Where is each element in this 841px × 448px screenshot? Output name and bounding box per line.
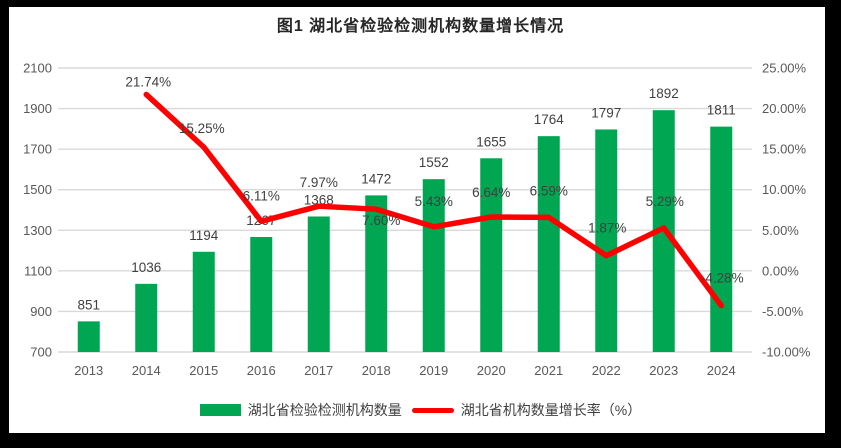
line-value-label: 21.74% — [125, 74, 171, 89]
legend: 湖北省检验检测机构数量 湖北省机构数量增长率（%） — [0, 400, 841, 420]
right-tick-label: 15.00% — [762, 142, 807, 157]
right-tick-label: -10.00% — [762, 345, 811, 360]
left-tick-label: 1300 — [23, 223, 52, 238]
bar — [480, 158, 503, 352]
growth-line — [143, 91, 724, 309]
legend-label-bars: 湖北省检验检测机构数量 — [247, 402, 402, 418]
x-axis-label: 2019 — [419, 363, 448, 378]
line-value-label: 15.25% — [179, 121, 225, 136]
legend-label-line: 湖北省机构数量增长率（%） — [460, 402, 642, 418]
bar-value-label: 1472 — [361, 171, 391, 186]
bar-value-label: 1764 — [534, 112, 565, 127]
line-value-label: 7.97% — [300, 175, 338, 190]
bar-value-label: 1892 — [649, 86, 679, 101]
x-axis-label: 2015 — [189, 363, 218, 378]
bar-value-label: 1797 — [591, 105, 621, 120]
left-tick-label: 2100 — [23, 61, 52, 76]
bar — [537, 136, 560, 352]
bar — [77, 321, 100, 352]
right-tick-label: 0.00% — [762, 263, 799, 278]
bar-value-label: 1655 — [476, 134, 506, 149]
left-tick-label: 1100 — [24, 263, 52, 278]
bar-value-label: 1552 — [419, 155, 449, 170]
bar — [595, 129, 618, 352]
right-tick-label: 10.00% — [762, 182, 807, 197]
x-axis-label: 2016 — [247, 363, 276, 378]
line-value-label: 6.11% — [243, 188, 280, 203]
left-tick-label: 900 — [30, 304, 52, 319]
line-value-label: -4.28% — [701, 271, 744, 286]
line-value-label: 7.60% — [362, 213, 400, 228]
legend-item-line: 湖北省机构数量增长率（%） — [411, 400, 642, 420]
chart-title: 图1 湖北省检验检测机构数量增长情况 — [276, 18, 565, 35]
x-axis-label: 2018 — [362, 363, 391, 378]
bar — [365, 195, 388, 352]
x-axis-label: 2023 — [649, 363, 678, 378]
x-axis-label: 2013 — [74, 363, 103, 378]
bar-value-label: 851 — [77, 297, 100, 312]
line-value-label: 5.43% — [415, 194, 453, 209]
line-value-label: 5.29% — [646, 194, 684, 209]
legend-item-bars: 湖北省检验检测机构数量 — [199, 400, 402, 420]
line-value-label: 6.64% — [472, 185, 510, 200]
x-axis-label: 2022 — [592, 363, 621, 378]
bar — [307, 216, 330, 352]
line-series-swatch — [411, 407, 454, 413]
line-value-label: 6.59% — [530, 183, 568, 198]
bar — [135, 283, 158, 352]
right-tick-label: -5.00% — [762, 304, 804, 319]
x-axis-label: 2024 — [707, 363, 736, 378]
bar — [192, 251, 215, 352]
right-tick-label: 5.00% — [762, 223, 799, 238]
left-tick-label: 1900 — [23, 101, 52, 116]
bar — [250, 236, 273, 352]
right-tick-label: 20.00% — [762, 101, 807, 116]
bar-value-label: 1194 — [189, 228, 219, 243]
bar-value-label: 1811 — [707, 103, 736, 118]
left-tick-label: 1500 — [23, 182, 52, 197]
left-tick-label: 1700 — [23, 142, 52, 157]
right-tick-label: 25.00% — [762, 61, 807, 76]
x-axis-label: 2020 — [477, 363, 506, 378]
x-axis-label: 2017 — [304, 363, 333, 378]
bar-value-label: 1036 — [131, 260, 161, 275]
x-axis-label: 2021 — [534, 363, 563, 378]
bar — [710, 126, 733, 352]
bar-series-swatch — [199, 404, 241, 416]
left-tick-label: 700 — [30, 345, 52, 360]
x-axis-label: 2014 — [132, 363, 161, 378]
line-value-label: 1.87% — [588, 221, 626, 236]
bar-value-label: 1368 — [304, 192, 334, 207]
